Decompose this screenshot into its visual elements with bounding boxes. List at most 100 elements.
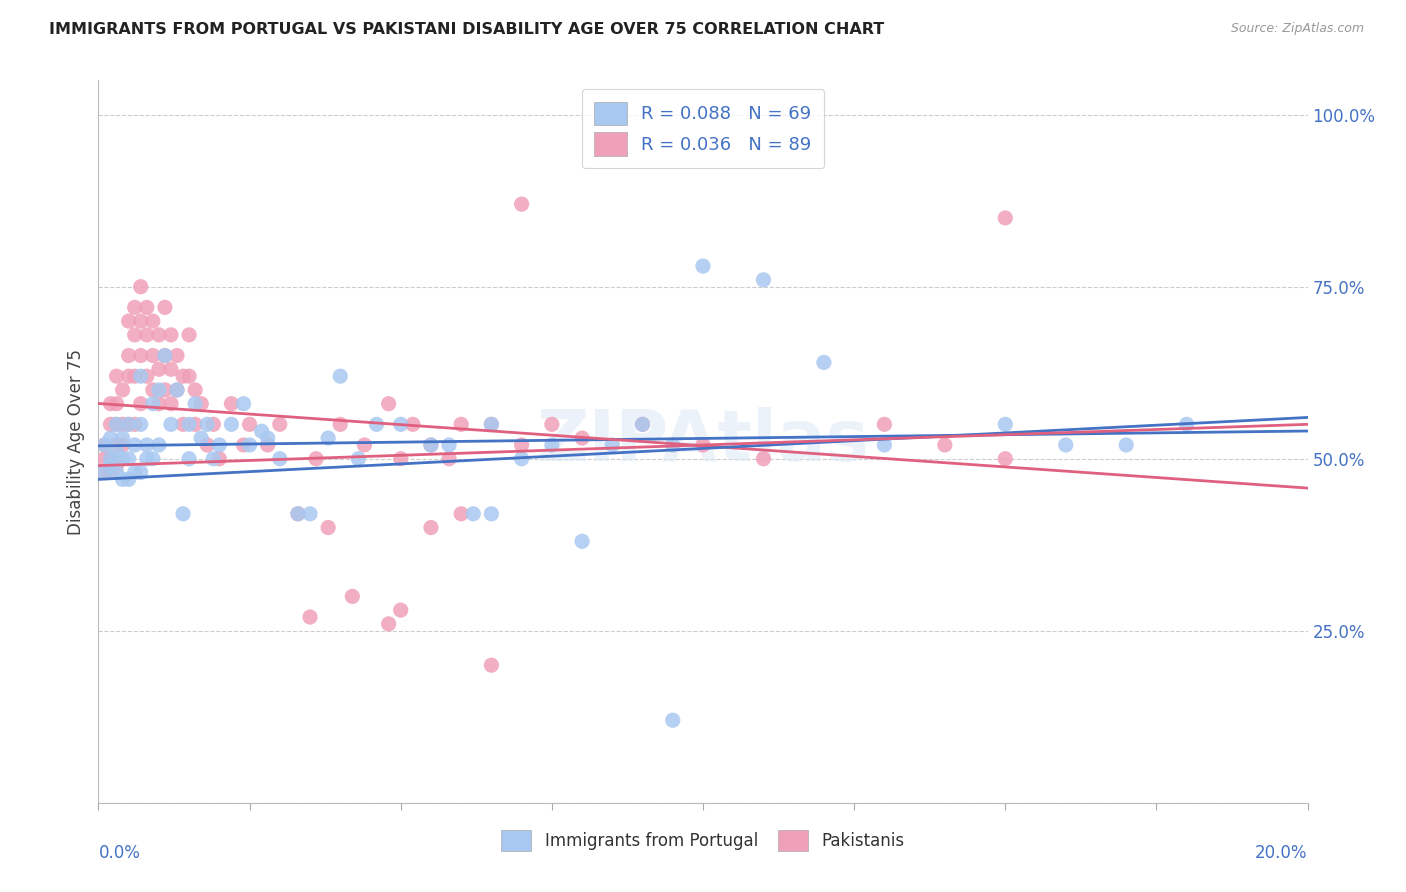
Point (135, 451, 157, 466)
Point (377, 397, 399, 411)
Point (118, 349, 141, 363)
Point (437, 438, 460, 452)
Point (105, 417, 128, 432)
Text: ZIPAtlas: ZIPAtlas (537, 407, 869, 476)
Point (389, 451, 412, 466)
Point (172, 369, 194, 384)
Point (221, 417, 243, 432)
Point (111, 451, 134, 466)
Point (129, 369, 152, 384)
Y-axis label: Disability Age Over 75: Disability Age Over 75 (66, 349, 84, 534)
Point (135, 327, 157, 342)
Point (124, 327, 146, 342)
Point (934, 438, 956, 452)
Point (105, 369, 128, 384)
Point (142, 314, 165, 328)
Point (100, 458, 122, 473)
Point (179, 451, 201, 466)
Point (510, 451, 533, 466)
Point (100, 431, 122, 445)
Point (420, 438, 443, 452)
Point (105, 445, 128, 459)
Point (571, 431, 593, 445)
Point (105, 397, 128, 411)
Point (510, 438, 533, 452)
Legend: Immigrants from Portugal, Pakistanis: Immigrants from Portugal, Pakistanis (494, 822, 912, 860)
Point (661, 438, 683, 452)
Point (481, 658, 503, 673)
Text: 0.0%: 0.0% (98, 845, 141, 863)
Point (166, 349, 188, 363)
Point (540, 438, 562, 452)
Point (873, 417, 896, 432)
Point (148, 438, 170, 452)
Point (510, 197, 533, 211)
Point (153, 383, 176, 397)
Point (602, 438, 624, 452)
Point (135, 369, 157, 384)
Point (347, 451, 370, 466)
Point (93, 466, 115, 480)
Point (111, 417, 134, 432)
Point (166, 383, 188, 397)
Point (111, 383, 134, 397)
Point (179, 417, 201, 432)
Point (118, 369, 141, 384)
Point (111, 438, 134, 452)
Point (208, 451, 231, 466)
Point (287, 507, 309, 521)
Point (250, 424, 273, 438)
Point (142, 383, 165, 397)
Point (172, 507, 194, 521)
Text: IMMIGRANTS FROM PORTUGAL VS PAKISTANI DISABILITY AGE OVER 75 CORRELATION CHART: IMMIGRANTS FROM PORTUGAL VS PAKISTANI DI… (49, 22, 884, 37)
Point (661, 713, 683, 727)
Point (402, 417, 425, 432)
Point (813, 355, 835, 369)
Point (100, 417, 122, 432)
Point (269, 451, 291, 466)
Point (124, 417, 146, 432)
Point (118, 451, 141, 466)
Point (142, 451, 165, 466)
Point (873, 438, 896, 452)
Point (305, 451, 328, 466)
Point (239, 417, 262, 432)
Point (287, 507, 309, 521)
Point (481, 417, 503, 432)
Point (195, 438, 218, 452)
Point (190, 397, 212, 411)
Point (111, 472, 134, 486)
Point (239, 438, 262, 452)
Point (994, 451, 1017, 466)
Point (142, 397, 165, 411)
Point (540, 417, 562, 432)
Point (353, 438, 375, 452)
Point (93, 438, 115, 452)
Point (184, 417, 207, 432)
Point (1115, 438, 1137, 452)
Point (195, 417, 218, 432)
Point (463, 507, 485, 521)
Point (135, 438, 157, 452)
Point (129, 314, 152, 328)
Point (752, 451, 775, 466)
Point (153, 301, 176, 315)
Point (377, 616, 399, 631)
Text: 20.0%: 20.0% (1256, 845, 1308, 863)
Point (160, 417, 183, 432)
Point (100, 451, 122, 466)
Point (437, 451, 460, 466)
Point (129, 349, 152, 363)
Point (148, 327, 170, 342)
Point (571, 534, 593, 549)
Point (129, 417, 152, 432)
Point (124, 466, 146, 480)
Point (366, 417, 388, 432)
Point (93, 438, 115, 452)
Point (389, 417, 412, 432)
Point (160, 362, 183, 376)
Point (631, 417, 654, 432)
Point (316, 431, 339, 445)
Point (631, 417, 654, 432)
Point (202, 417, 225, 432)
